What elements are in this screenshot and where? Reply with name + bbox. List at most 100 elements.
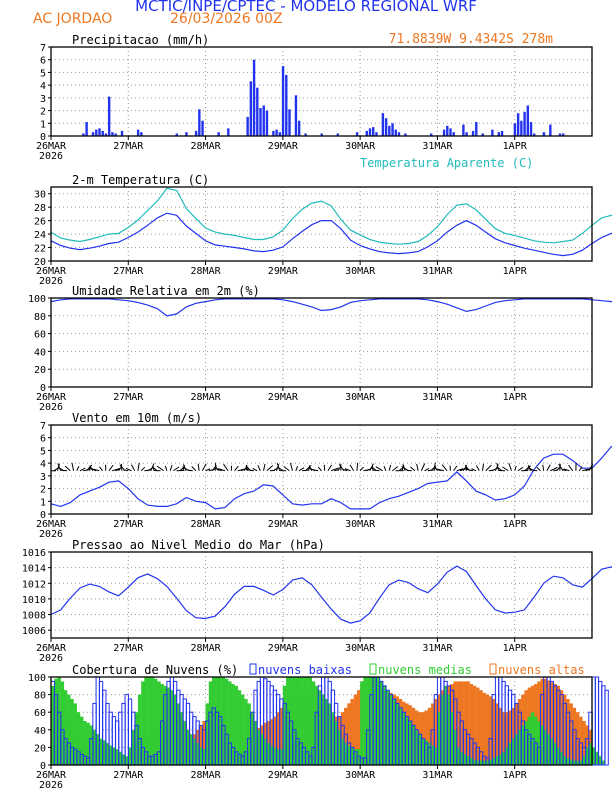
wind-arrow — [349, 464, 355, 472]
cloud-bar — [266, 743, 271, 765]
wind-arrow — [76, 466, 80, 471]
cloud-bar — [286, 677, 290, 765]
cloud-bar — [321, 694, 325, 765]
precip-bar — [98, 128, 101, 136]
cloud-bar — [334, 721, 338, 765]
wind-arrow — [436, 468, 444, 472]
wind-arrow — [266, 465, 274, 472]
cloud-bar — [263, 738, 267, 765]
cloud-bar — [418, 734, 422, 765]
cloud-bar — [189, 734, 193, 765]
wind-arrow — [496, 462, 500, 471]
cloud-bar — [537, 721, 541, 765]
wind-arrow — [344, 468, 351, 472]
wind-arrow — [453, 465, 458, 472]
cloud-bar — [408, 721, 412, 765]
cloud-bar — [553, 684, 557, 765]
wind-arrow — [475, 465, 480, 472]
cloud-bar — [495, 756, 499, 765]
x-year-label: 2026 — [39, 529, 63, 540]
precip-bar — [175, 133, 178, 136]
precip-bar — [185, 132, 188, 136]
x-tick-label: 1APR — [503, 643, 528, 654]
cloud-bar — [269, 745, 274, 765]
y-tick-label: 1014 — [22, 564, 46, 575]
cloud-bar — [202, 721, 206, 765]
cloud-bar — [292, 677, 296, 765]
cloud-bar — [337, 729, 342, 765]
cloud-bar — [382, 685, 387, 765]
precip-bar — [465, 132, 468, 136]
panel-frame — [50, 551, 593, 639]
cloud-bar — [427, 743, 432, 765]
cloud-bar — [572, 760, 577, 765]
cloud-bar — [86, 722, 90, 765]
precip-bar — [259, 108, 262, 136]
precip-bar — [475, 122, 478, 136]
x-tick-label: 28MAR — [191, 770, 222, 781]
cloud-bar — [347, 703, 351, 765]
x-tick-label: 26MAR — [36, 770, 67, 781]
y-tick-label: 60 — [34, 708, 46, 719]
precip-bar — [442, 129, 446, 136]
cloud-bar — [373, 677, 377, 765]
cloud-bar — [237, 690, 242, 765]
wind-arrow — [215, 468, 222, 472]
precip-bar — [452, 132, 455, 136]
cloud-bar — [466, 681, 470, 765]
x-tick-label: 27MAR — [113, 392, 144, 403]
cloud-bar — [369, 677, 374, 765]
x-year-label: 2026 — [39, 780, 63, 791]
cloud-bar — [508, 710, 512, 765]
wind-arrow — [79, 467, 86, 472]
wind-arrow — [283, 466, 290, 472]
series-line-blue — [50, 298, 612, 317]
cloud-bar — [154, 678, 158, 765]
cloud-bar — [434, 699, 438, 765]
cloud-bar — [356, 749, 361, 765]
cloud-bar — [456, 681, 461, 765]
precip-bar — [542, 132, 546, 136]
precip-bar — [549, 124, 552, 136]
y-tick-label: 100 — [28, 673, 46, 684]
cloud-bar — [543, 678, 548, 765]
cloud-bar — [424, 740, 428, 765]
cloud-bar — [566, 757, 570, 765]
precip-bar — [107, 96, 111, 136]
cloud-bar — [501, 712, 506, 765]
x-year-label: 2026 — [39, 276, 63, 287]
cloud-bar — [96, 734, 100, 765]
wind-arrow — [64, 465, 71, 472]
wind-arrow — [330, 467, 339, 472]
wind-arrow — [485, 464, 492, 472]
cloud-bar — [398, 707, 403, 765]
wind-arrow — [375, 466, 383, 472]
precip-bar — [429, 133, 433, 136]
wind-arrow — [388, 464, 392, 471]
precip-bar — [446, 125, 449, 136]
wind-arrow — [366, 467, 374, 472]
x-tick-label: 28MAR — [191, 141, 222, 152]
y-tick-label: 22 — [34, 244, 46, 255]
cloud-bar — [550, 682, 554, 765]
wind-arrow — [514, 465, 517, 471]
wind-arrow — [86, 464, 93, 472]
cloud-bar — [92, 729, 97, 765]
wind-arrow — [441, 464, 448, 472]
x-year-label: 2026 — [39, 151, 63, 162]
cloud-bar — [592, 747, 596, 765]
cloud-bar — [498, 707, 503, 765]
cloud-bar — [202, 749, 206, 765]
wind-arrow — [208, 468, 215, 472]
x-tick-label: 1APR — [503, 770, 528, 781]
cloud-bar — [102, 740, 106, 765]
x-tick-label: 31MAR — [422, 141, 453, 152]
y-tick-label: 1 — [40, 119, 46, 130]
x-tick-label: 31MAR — [422, 643, 453, 654]
wind-arrow — [191, 466, 197, 472]
cloud-bar — [540, 678, 544, 765]
wind-arrow — [223, 463, 229, 472]
wind-arrow — [398, 467, 404, 472]
y-tick-label: 7 — [40, 43, 46, 54]
cloud-bar — [276, 749, 280, 765]
